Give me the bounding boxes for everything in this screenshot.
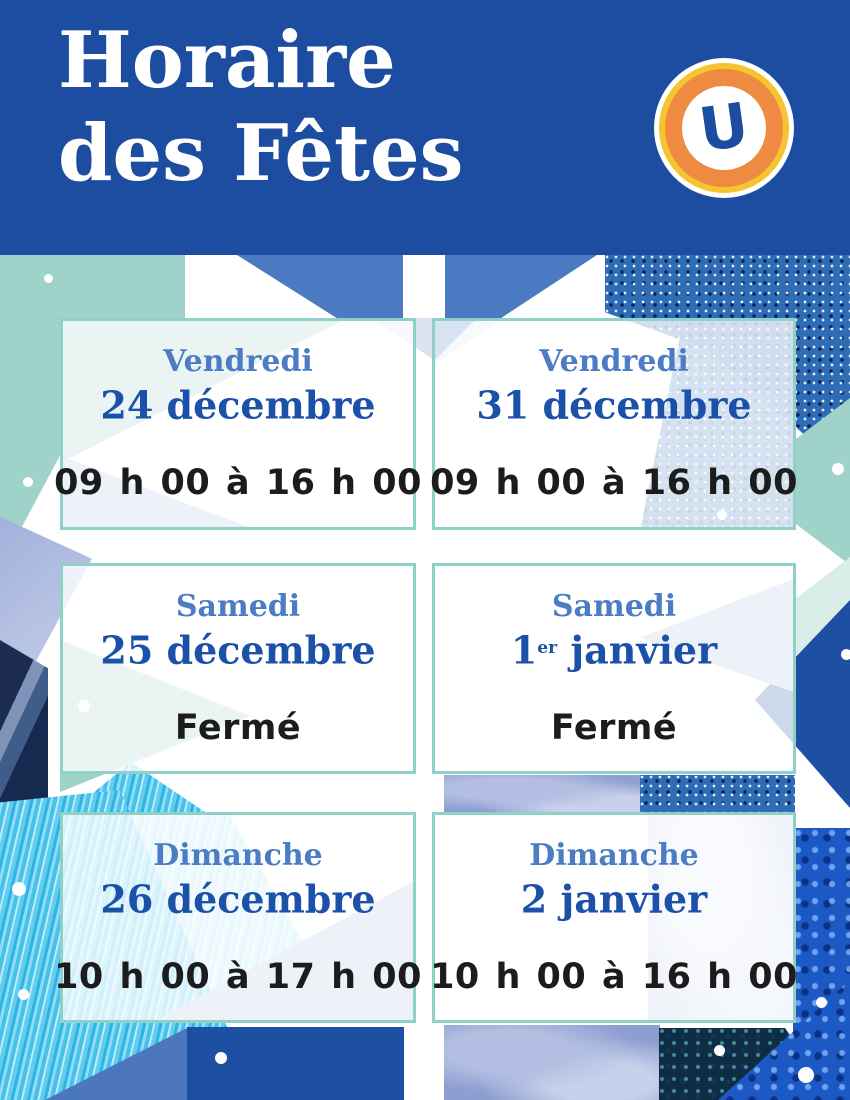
card-hours: Fermé <box>550 708 678 749</box>
blue-trapezoid-left-of-strip <box>237 255 403 318</box>
lavender-watercolor-gap <box>444 775 660 815</box>
page-title: Horaire des Fêtes <box>58 14 464 200</box>
snow-dot <box>714 1045 725 1056</box>
schedule-card-jan1: Samedi 1er janvier Fermé <box>432 563 796 774</box>
card-day: Dimanche <box>153 838 323 873</box>
snow-dot <box>18 989 29 1000</box>
card-day: Vendredi <box>163 344 313 379</box>
card-day: Vendredi <box>539 344 689 379</box>
card-date: 24 décembre <box>100 382 376 428</box>
card-day: Dimanche <box>529 838 699 873</box>
glitter-patch-gap <box>640 775 795 813</box>
snow-dot <box>798 1067 814 1083</box>
logo-inner-white-disc <box>682 86 766 170</box>
schedule-card-dec25: Samedi 25 décembre Fermé <box>60 563 416 774</box>
card-date: 26 décembre <box>100 876 376 922</box>
card-hours: 10 h 00 à 17 h 00 <box>54 957 422 998</box>
u-logo: U <box>654 58 794 198</box>
snow-dot <box>215 1052 227 1064</box>
schedule-card-dec31: Vendredi 31 décembre 09 h 00 à 16 h 00 <box>430 318 798 530</box>
card-date: 2 janvier <box>520 876 708 922</box>
snow-dot <box>12 882 26 896</box>
card-day: Samedi <box>175 589 301 624</box>
card-hours: 09 h 00 à 16 h 00 <box>430 463 798 504</box>
logo-u-letter: U <box>694 89 753 167</box>
blue-trapezoid-right-of-strip <box>445 255 597 318</box>
snow-dot <box>841 649 850 660</box>
title-line-1: Horaire <box>58 15 396 106</box>
snow-dot <box>23 477 33 487</box>
schedule-card-dec24: Vendredi 24 décembre 09 h 00 à 16 h 00 <box>54 318 421 530</box>
card-hours: 10 h 00 à 16 h 00 <box>430 957 798 998</box>
snow-dot <box>816 997 827 1008</box>
card-hours: 09 h 00 à 16 h 00 <box>54 463 422 504</box>
title-line-2: des Fêtes <box>58 108 464 199</box>
lavender-watercolor-bottom <box>444 1025 660 1100</box>
snow-dot <box>44 274 53 283</box>
card-date: 25 décembre <box>100 627 376 673</box>
card-date: 31 décembre <box>476 382 752 428</box>
schedule-card-dec26: Dimanche 26 décembre 10 h 00 à 17 h 00 <box>54 812 421 1023</box>
snow-dot <box>832 463 844 475</box>
card-date: 1er janvier <box>510 627 718 673</box>
schedule-card-jan2: Dimanche 2 janvier 10 h 00 à 16 h 00 <box>430 812 798 1023</box>
card-hours: Fermé <box>174 708 302 749</box>
teal-band-top-left <box>0 255 185 318</box>
card-day: Samedi <box>551 589 677 624</box>
header: Horaire des Fêtes U <box>0 0 850 255</box>
